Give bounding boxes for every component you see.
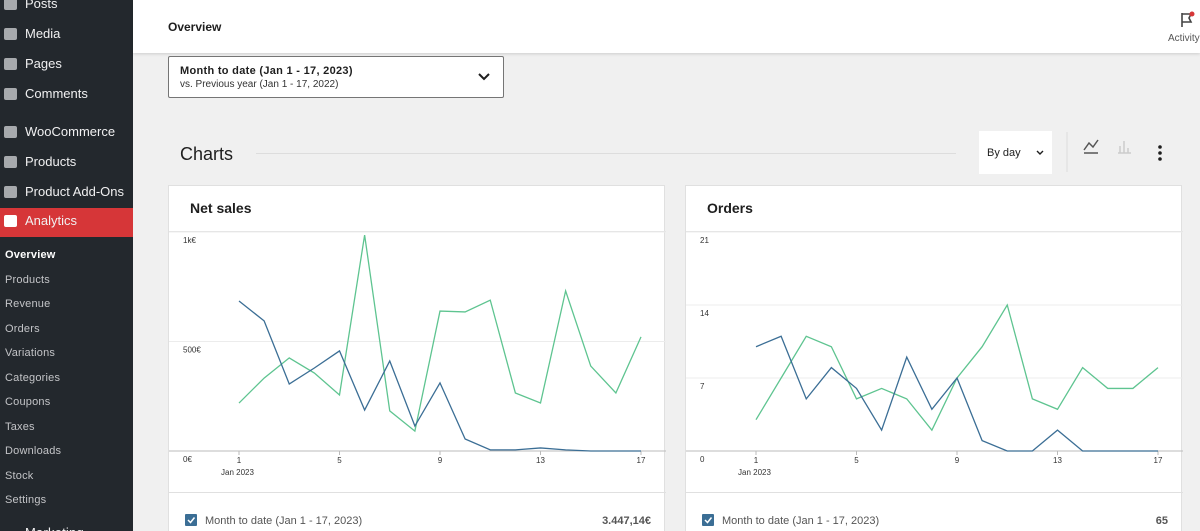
y-tick-label: 500€	[183, 346, 201, 355]
chevron	[1036, 150, 1044, 155]
menu-icon	[4, 58, 17, 70]
chevron	[478, 73, 490, 81]
chart-title: Orders	[707, 200, 753, 216]
x-tick-label: 13	[1053, 456, 1062, 465]
legend-checkbox[interactable]	[185, 514, 197, 526]
y-tick-label: 14	[700, 309, 709, 318]
legend-total: 65	[1156, 515, 1168, 527]
legend-total: 3.447,14€	[602, 515, 651, 527]
submenu-item[interactable]: Downloads	[5, 445, 62, 457]
x-tick-label: 5	[337, 456, 342, 465]
chart-toolbar	[1066, 132, 1162, 172]
y-tick-label: 7	[700, 382, 705, 391]
menu-item[interactable]: Products	[25, 154, 77, 169]
line-chart-toggle[interactable]	[1083, 139, 1099, 154]
y-tick-label: 0	[700, 455, 705, 464]
date-range-primary: Month to date (Jan 1 - 17, 2023)	[180, 65, 353, 77]
series-line	[238, 300, 641, 452]
legend-label: Month to date (Jan 1 - 17, 2023)	[722, 515, 879, 527]
menu-item[interactable]: Product Add-Ons	[25, 184, 124, 199]
interval-select[interactable]: By day	[979, 131, 1052, 174]
x-tick-label: 1	[754, 456, 759, 465]
interval-label: By day	[987, 147, 1021, 159]
x-axis-note: Jan 2023	[738, 468, 771, 477]
submenu-item[interactable]: Settings	[5, 494, 47, 506]
menu-item[interactable]: Pages	[25, 56, 62, 71]
series-line	[755, 335, 1158, 452]
legend-label: Month to date (Jan 1 - 17, 2023)	[205, 515, 362, 527]
series-line	[238, 234, 642, 433]
legend-checkbox[interactable]	[702, 514, 714, 526]
menu-icon	[4, 88, 17, 100]
submenu-item[interactable]: Orders	[5, 322, 40, 335]
chart-panel: Net sales 0€ 500€ 1k€ 1 5 9 13 17 Jan 2023 Month t…	[168, 185, 666, 531]
series-line	[755, 303, 1159, 432]
submenu-item[interactable]: Stock	[5, 469, 34, 482]
more-menu[interactable]	[1158, 145, 1162, 161]
legend-check	[704, 517, 713, 524]
submenu-item[interactable]: Revenue	[5, 298, 51, 310]
chart-panel: Orders 0 7 14 21 1 5 9 13 17 Jan 2023 Month to date…	[685, 185, 1183, 531]
x-tick-label: 13	[536, 456, 545, 465]
header: Overview Activity	[133, 0, 1200, 53]
active-menu-bg	[0, 208, 133, 237]
sidebar: Posts Media Pages Comments WooCommerce Produc…	[0, 0, 133, 531]
chart: Net sales 0€ 500€ 1k€ 1 5 9 13 17 Jan 2023 Month t…	[169, 200, 666, 527]
chart-title: Net sales	[190, 200, 252, 216]
submenu-item[interactable]: Coupons	[5, 396, 51, 408]
x-tick-label: 17	[1154, 456, 1163, 465]
submenu-item[interactable]: Products	[5, 273, 51, 286]
submenu-item[interactable]: Variations	[5, 347, 56, 359]
activity-icon[interactable]	[1179, 11, 1195, 29]
menu-item[interactable]: Analytics	[25, 213, 78, 228]
activity-label[interactable]: Activity	[1168, 33, 1200, 44]
date-range-compare: vs. Previous year (Jan 1 - 17, 2022)	[180, 79, 339, 90]
legend-check	[187, 517, 196, 524]
x-axis-note: Jan 2023	[221, 468, 254, 477]
submenu-item[interactable]: Taxes	[5, 420, 35, 433]
menu-item[interactable]: Posts	[25, 0, 58, 11]
menu-icon	[4, 28, 17, 40]
y-tick-label: 0€	[183, 455, 192, 464]
submenu-item[interactable]: Categories	[5, 371, 61, 384]
divider	[256, 153, 956, 154]
x-tick-label: 9	[955, 456, 960, 465]
menu-icon	[4, 126, 17, 138]
submenu-item[interactable]: Overview	[5, 249, 56, 261]
menu-icon	[4, 215, 17, 227]
menu-item[interactable]: WooCommerce	[25, 124, 116, 139]
header-title: Overview	[168, 20, 222, 34]
x-tick-label: 5	[854, 456, 859, 465]
menu-item[interactable]: Comments	[25, 86, 88, 101]
submenu-item[interactable]: Marketing	[25, 525, 84, 531]
section-title: Charts	[180, 144, 234, 164]
menu-item[interactable]: Media	[25, 26, 61, 41]
menu-icon	[4, 156, 17, 168]
y-tick-label: 21	[700, 236, 709, 245]
menu-icon	[4, 0, 17, 10]
date-range-picker[interactable]: Month to date (Jan 1 - 17, 2023) vs. Pre…	[168, 56, 504, 98]
x-tick-label: 17	[637, 456, 646, 465]
menu-icon	[4, 186, 17, 198]
y-tick-label: 1k€	[183, 236, 196, 245]
x-tick-label: 1	[237, 456, 242, 465]
bar-chart-toggle[interactable]	[1118, 141, 1131, 154]
x-tick-label: 9	[438, 456, 443, 465]
